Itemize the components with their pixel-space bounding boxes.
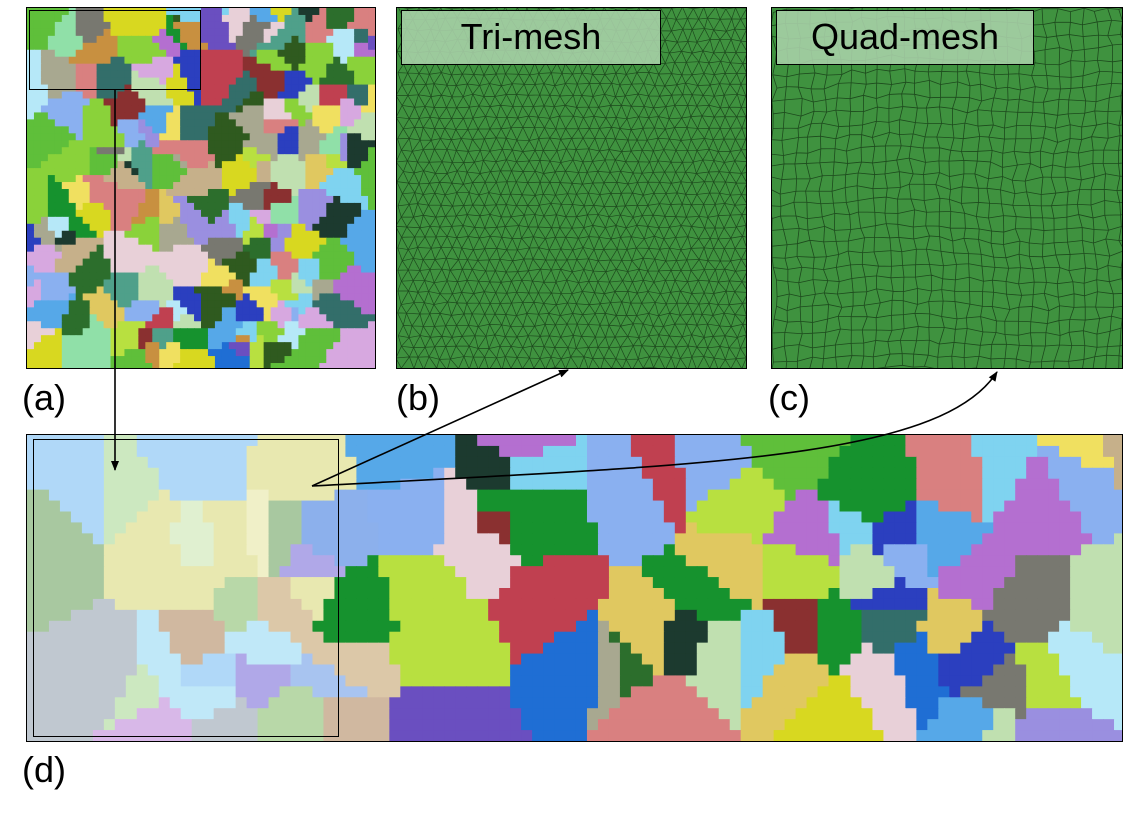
tri-mesh-panel: Tri-mesh bbox=[396, 7, 747, 369]
quad-mesh-label: Quad-mesh bbox=[776, 10, 1034, 65]
zoomed-grain-mosaic bbox=[27, 435, 1122, 741]
zoomed-grain-panel bbox=[26, 434, 1123, 742]
grain-structure-panel bbox=[26, 7, 376, 369]
quad-mesh-panel: Quad-mesh bbox=[771, 7, 1123, 369]
mesh-region-box bbox=[33, 439, 339, 737]
caption-a: (a) bbox=[22, 377, 66, 418]
caption-c: (c) bbox=[768, 377, 810, 418]
grain-mosaic bbox=[27, 8, 375, 368]
tri-mesh-label: Tri-mesh bbox=[401, 10, 661, 65]
caption-d: (d) bbox=[22, 749, 66, 790]
caption-b: (b) bbox=[396, 377, 440, 418]
zoom-region-box bbox=[29, 10, 201, 90]
